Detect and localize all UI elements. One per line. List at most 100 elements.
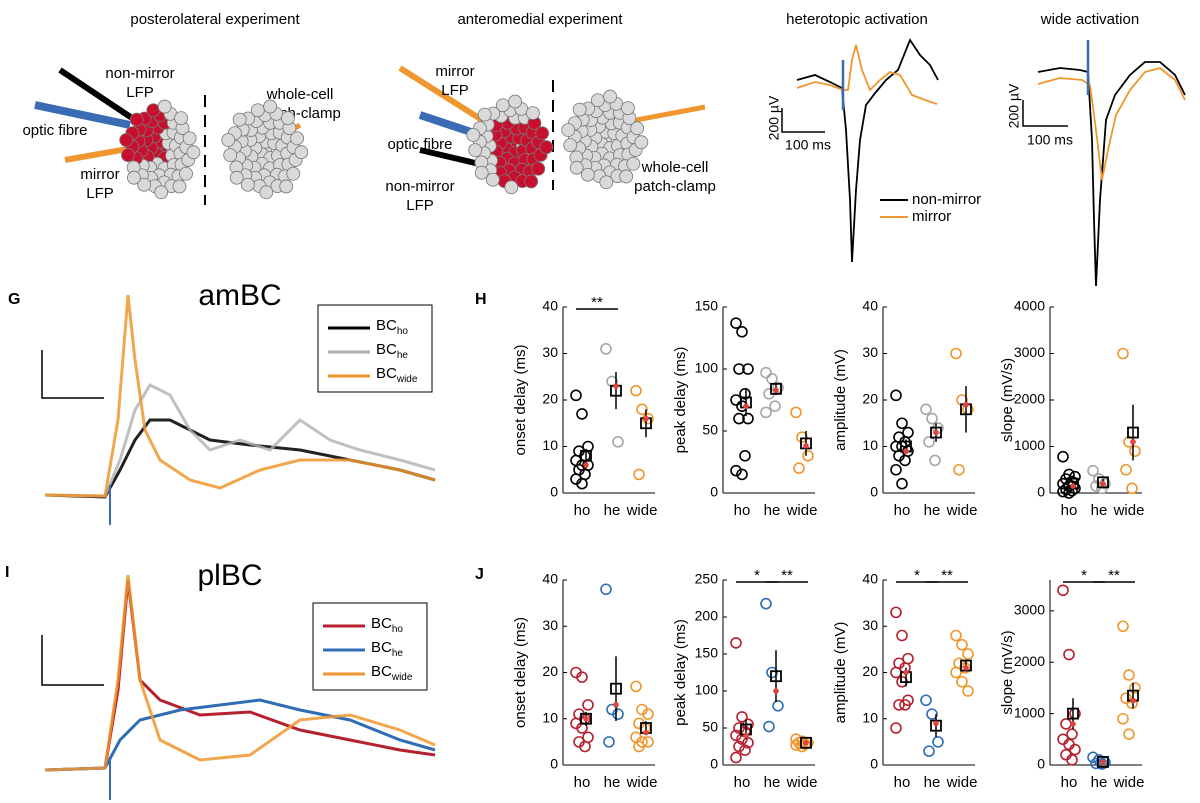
data-point (760, 406, 772, 419)
median (1070, 721, 1076, 727)
cell (137, 177, 152, 192)
cell (468, 143, 483, 158)
y-axis-label: peak delay (ms) (672, 347, 689, 454)
cell (186, 145, 201, 160)
x-tick-label: he (604, 502, 621, 519)
data-point (730, 317, 742, 329)
y-tick-label: 150 (695, 645, 719, 661)
legend-label: BCho (371, 615, 403, 635)
data-point (600, 583, 612, 596)
data-point (739, 449, 751, 462)
data-point (772, 699, 784, 712)
y-axis-label: onset delay (ms) (512, 617, 529, 728)
cell (119, 133, 134, 147)
y-tick-label: 200 (695, 608, 719, 624)
scale-label: 100 ms (1027, 132, 1073, 148)
data-point (899, 454, 911, 467)
cell (590, 93, 605, 108)
data-point (760, 597, 772, 610)
label: mirror (80, 166, 119, 183)
y-tick-label: 40 (542, 298, 558, 314)
label: LFP (126, 84, 154, 101)
median (1100, 759, 1106, 766)
data-point (1123, 728, 1135, 740)
data-point (1096, 758, 1108, 770)
scale-label: 200 µV (1006, 83, 1022, 128)
data-point (570, 389, 582, 402)
legend-label: BCho (376, 317, 408, 337)
median (803, 443, 809, 449)
data-point (926, 412, 938, 425)
median (613, 383, 619, 389)
cell (563, 138, 578, 153)
panel-title: plBC (197, 559, 262, 592)
cell (572, 102, 587, 117)
data-point (730, 464, 742, 477)
median (583, 462, 589, 468)
label: mirror (435, 63, 474, 80)
legend-label: BChe (371, 639, 403, 659)
scale-bar (781, 108, 825, 133)
significance-label: * (914, 567, 920, 584)
x-tick-label: wide (786, 774, 818, 791)
panel-letter: G (8, 291, 20, 308)
y-axis-label: slope (mV/s) (999, 358, 1016, 442)
data-point (630, 384, 642, 397)
median (963, 401, 969, 408)
cell (223, 148, 238, 163)
trace-title: heterotopic activation (786, 11, 928, 28)
significance-label: ** (591, 294, 603, 311)
data-point (896, 417, 908, 430)
scale-label: 200 µV (766, 95, 782, 140)
data-point (736, 325, 748, 338)
data-point (1117, 712, 1129, 725)
data-point (890, 606, 902, 619)
cell (221, 133, 236, 147)
cell (524, 174, 539, 189)
x-tick-label: ho (574, 774, 591, 791)
data-point (956, 675, 968, 688)
y-tick-label: 40 (862, 571, 878, 587)
data-point (642, 736, 654, 748)
median (1130, 439, 1136, 445)
cell (172, 179, 187, 194)
data-point (1057, 485, 1069, 498)
y-tick-label: 0 (550, 756, 558, 772)
scale-label: 100 ms (785, 137, 831, 153)
median (1070, 483, 1076, 489)
median (743, 403, 749, 410)
median (773, 688, 779, 694)
mean (1127, 426, 1139, 439)
cell (539, 140, 554, 155)
data-point (896, 629, 908, 642)
y-tick-label: 100 (695, 360, 719, 376)
cell (179, 166, 193, 181)
data-point (1057, 450, 1069, 463)
x-tick-label: wide (946, 774, 978, 791)
cell (474, 165, 489, 180)
data-point (790, 406, 802, 419)
legend-label: BCwide (376, 365, 418, 385)
data-point (576, 671, 588, 683)
data-point (733, 740, 745, 753)
mean (930, 426, 942, 439)
y-tick-label: 20 (542, 391, 558, 407)
cell (495, 98, 510, 113)
mean (800, 736, 812, 749)
y-axis-label: amplitude (mV) (832, 622, 849, 724)
data-point (1129, 445, 1141, 457)
data-point (612, 708, 624, 720)
x-tick-label: ho (894, 502, 911, 519)
data-point (920, 403, 932, 416)
y-tick-label: 20 (862, 391, 878, 407)
y-tick-label: 1000 (1014, 704, 1045, 720)
y-tick-label: 0 (710, 484, 718, 500)
significance-label: ** (941, 567, 953, 584)
y-tick-label: 50 (702, 422, 718, 438)
cell (603, 89, 618, 104)
cell (626, 156, 641, 171)
y-tick-label: 4000 (1014, 298, 1045, 314)
median (743, 732, 749, 739)
mean (1097, 476, 1109, 489)
